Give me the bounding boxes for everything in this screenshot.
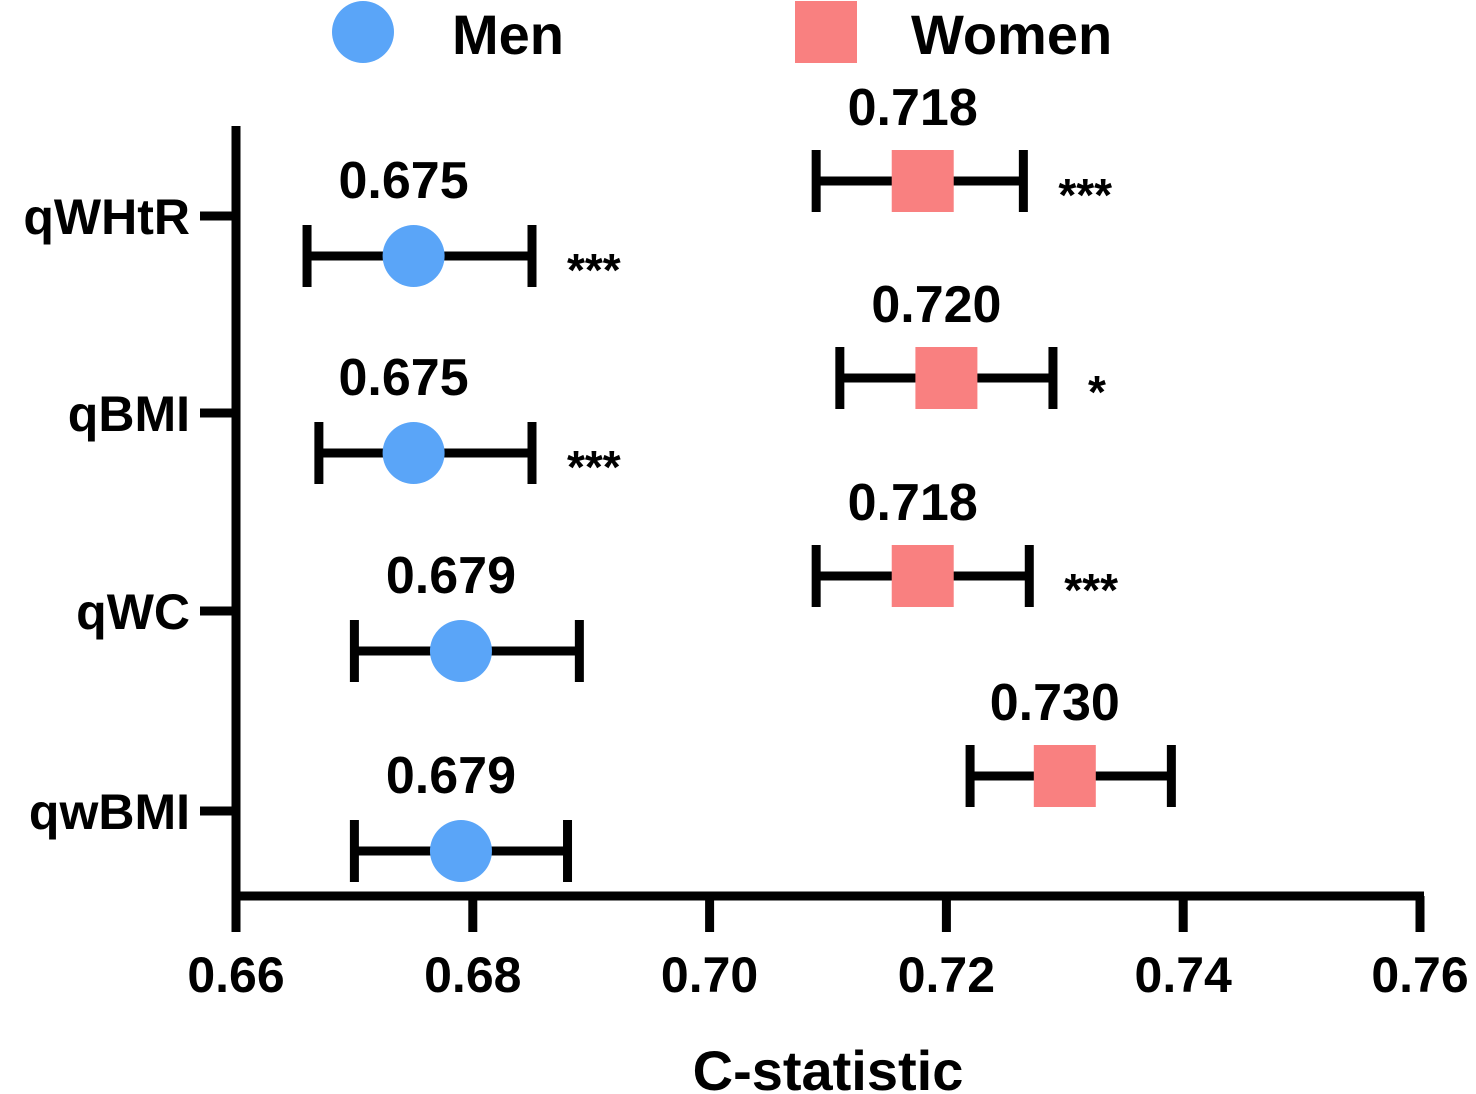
y-tick-label-qbmi: qBMI [68,386,190,442]
women-qwhtr-significance: *** [1058,169,1112,221]
women-qwc-significance: *** [1064,564,1118,616]
men-qwc-value-label: 0.679 [386,547,516,605]
legend-men-label: Men [452,3,564,66]
men-qbmi-significance: *** [567,441,621,493]
men-qwbmi-point [429,820,492,882]
legend-women-label: Women [911,3,1112,66]
women-qwc-value-label: 0.718 [848,474,978,532]
men-qwhtr-significance: *** [567,244,621,296]
x-tick-label-0-70: 0.70 [661,947,758,1003]
x-axis-title: C-statistic [693,1039,964,1094]
women-qwhtr-point [891,150,954,212]
men-qwhtr-point [382,225,445,287]
x-tick-label-0-74: 0.74 [1135,947,1233,1003]
y-tick-label-qwbmi: qwBMI [29,784,190,840]
women-qwhtr-value-label: 0.718 [848,79,978,137]
x-tick-label-0-66: 0.66 [187,947,284,1003]
men-qwbmi-value-label: 0.679 [386,747,516,805]
legend: Men Women [332,1,1112,66]
women-qbmi-significance: * [1088,366,1106,418]
women-qwbmi-point [1033,745,1096,807]
men-qbmi-point [382,422,445,484]
men-qwc-point [429,620,492,682]
y-tick-label-qwc: qWC [76,584,190,640]
men-qbmi-value-label: 0.675 [339,349,469,407]
x-tick-label-0-68: 0.68 [424,947,521,1003]
women-qwbmi-value-label: 0.730 [990,674,1120,732]
women-qbmi-value-label: 0.720 [871,276,1001,334]
women-qwc-point [891,545,954,607]
women-qbmi-point [915,347,978,409]
axes: 0.66 0.68 0.70 0.72 0.74 0.76 qWHtR qBMI qWC qwBM… [23,126,1469,1003]
men-qwhtr-value-label: 0.675 [339,152,469,210]
x-tick-label-0-76: 0.76 [1371,947,1468,1003]
plot-marks: 0.675 *** 0.675 *** 0.679 0.679 0.718 *** 0.720 *… [302,79,1176,882]
x-tick-label-0-72: 0.72 [898,947,995,1003]
legend-women-marker [795,1,857,63]
legend-men-marker [332,1,394,63]
y-tick-label-qwhtr: qWHtR [23,189,190,245]
